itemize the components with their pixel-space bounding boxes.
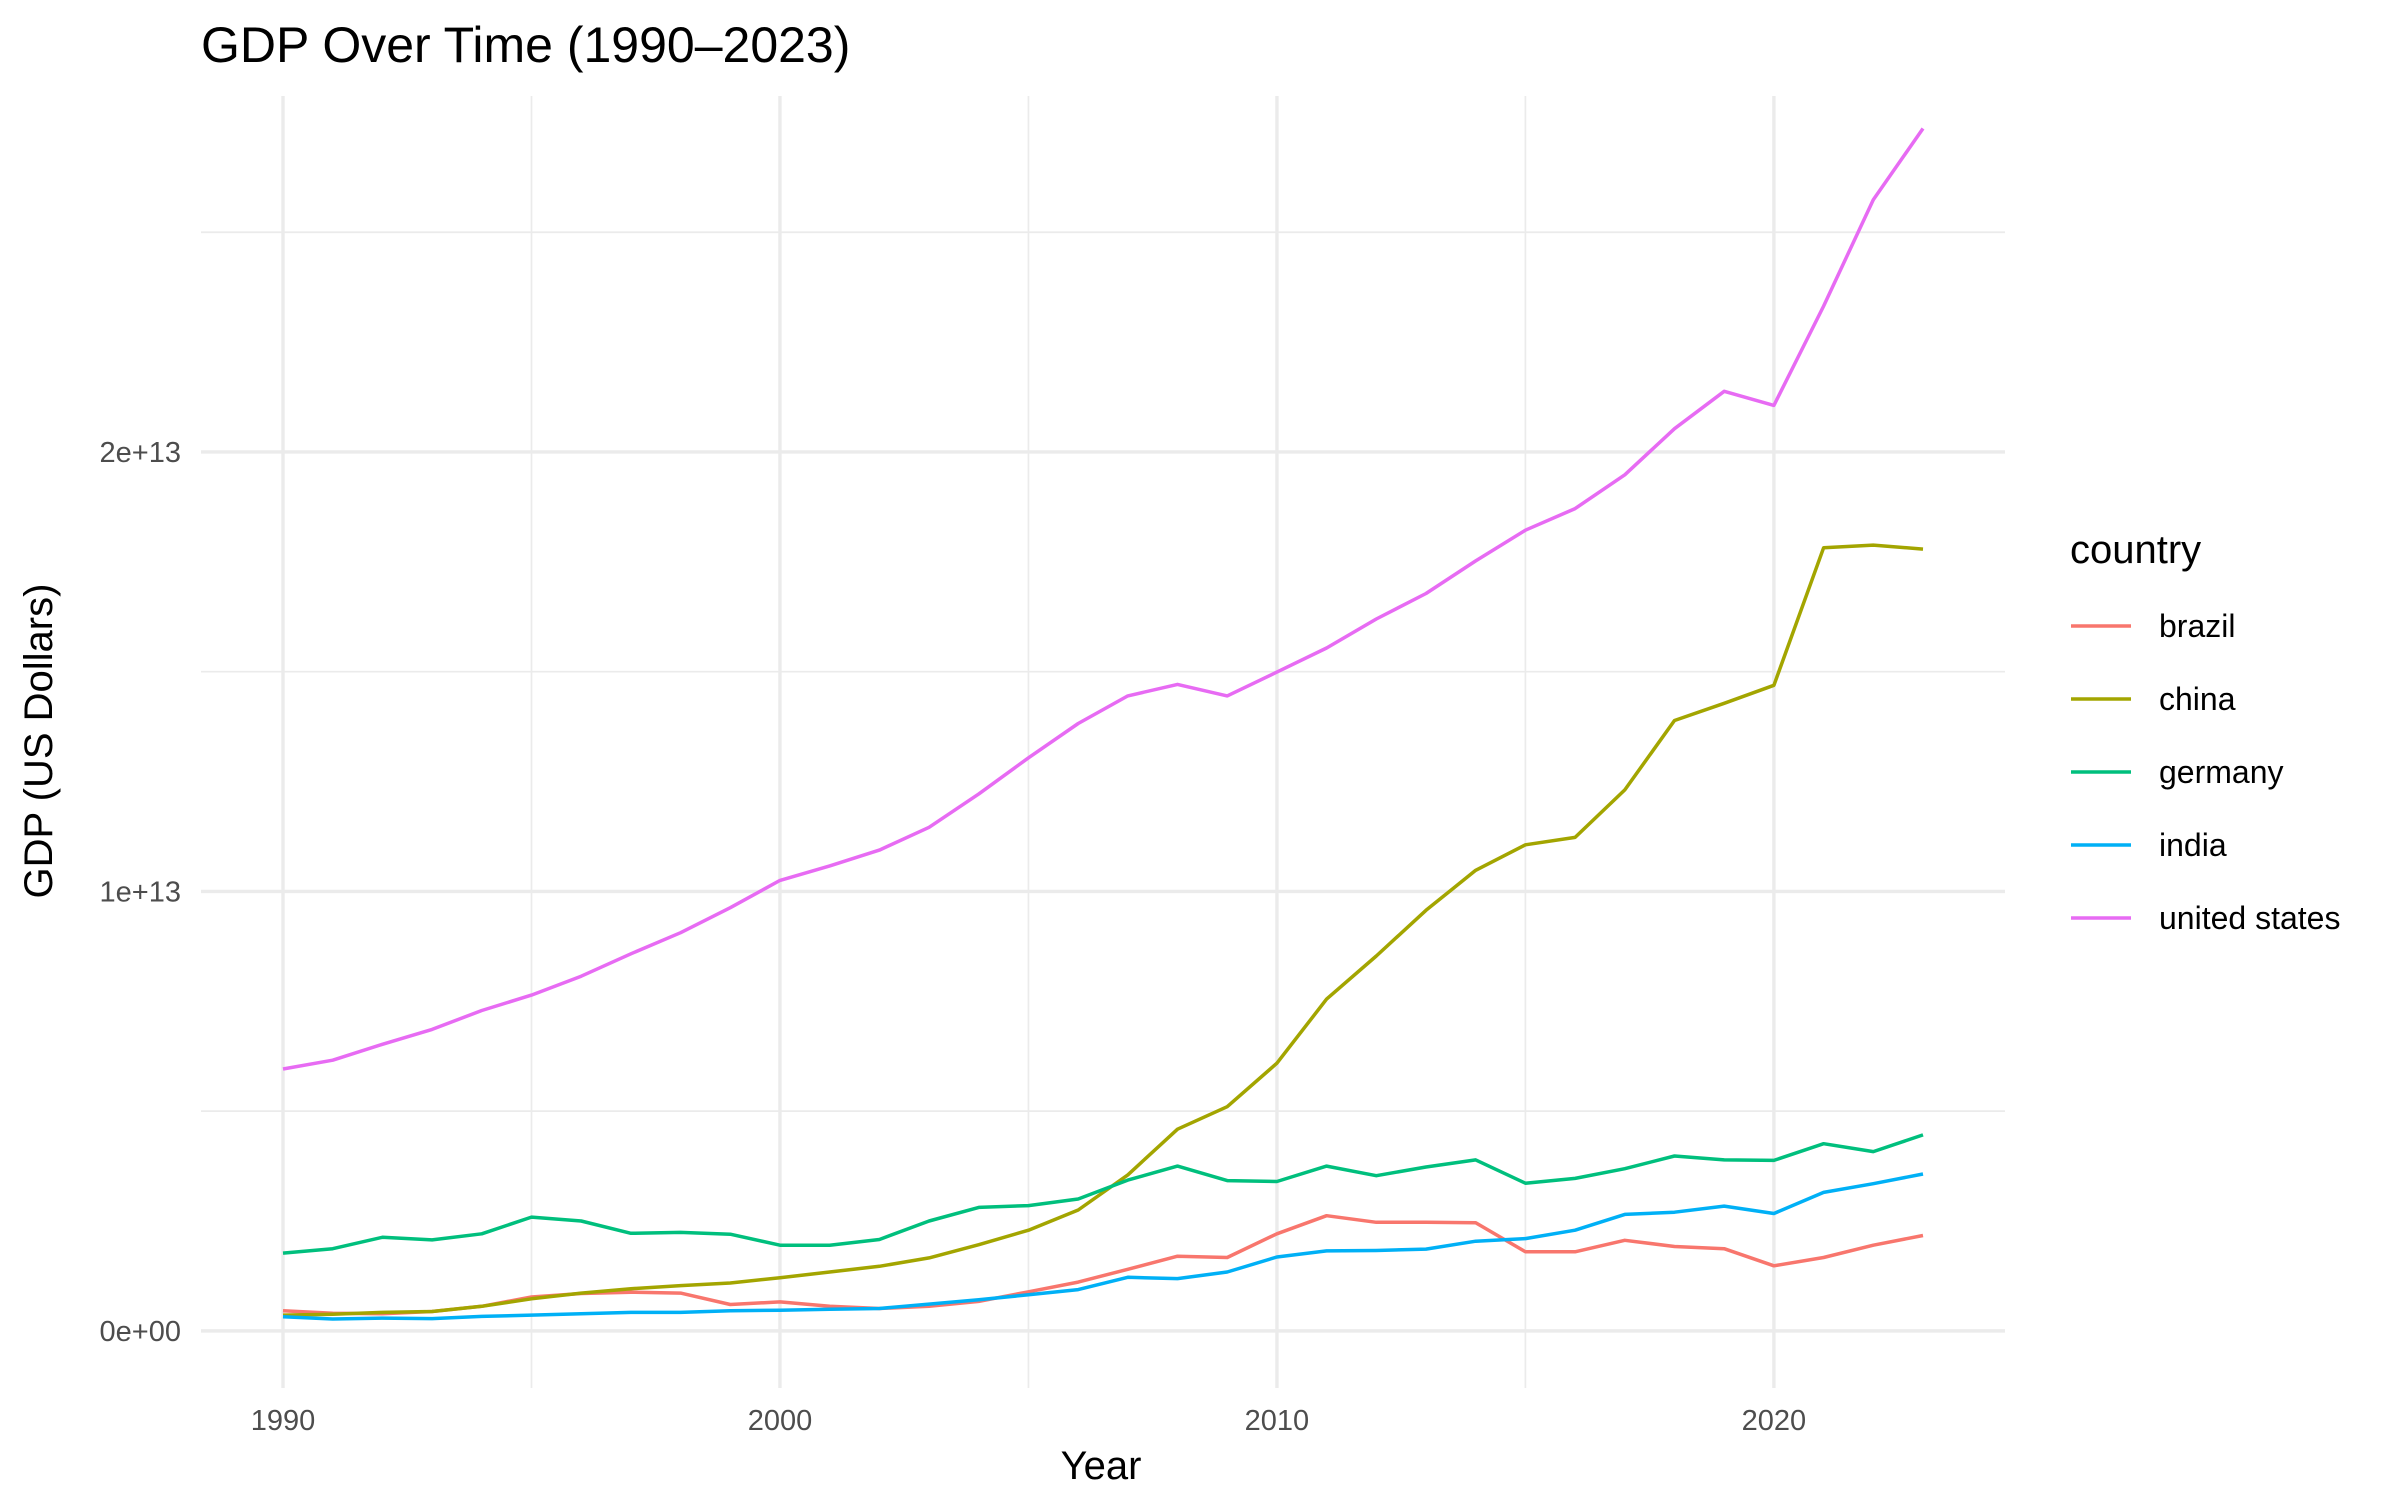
x-tick-label: 2000 — [748, 1405, 813, 1437]
series-line-india — [282, 1172, 1924, 1321]
y-tick-label: 0e+00 — [100, 1316, 181, 1348]
x-tick-label: 2020 — [1742, 1405, 1807, 1437]
legend-label-brazil: brazil — [2159, 608, 2235, 644]
x-axis-ticks: 1990 2000 2010 2020 — [251, 1405, 1806, 1437]
chart-title: GDP Over Time (1990–2023) — [201, 17, 850, 73]
y-tick-label: 2e+13 — [100, 437, 181, 469]
legend-label-united-states: united states — [2159, 900, 2340, 936]
legend-label-india: india — [2159, 827, 2227, 863]
series-line-china — [282, 543, 1924, 1317]
legend: country brazil china germany india united st… — [2070, 528, 2340, 936]
series-lines — [282, 127, 1925, 1321]
y-axis-ticks: 0e+00 1e+13 2e+13 — [100, 437, 181, 1348]
y-axis-title: GDP (US Dollars) — [17, 584, 61, 899]
x-tick-label: 1990 — [251, 1405, 316, 1437]
legend-label-china: china — [2159, 681, 2236, 717]
grid — [201, 96, 2005, 1388]
y-tick-label: 1e+13 — [100, 876, 181, 908]
legend-label-germany: germany — [2159, 754, 2284, 790]
legend-title: country — [2070, 528, 2201, 572]
series-line-united-states — [282, 127, 1925, 1071]
series-line-germany — [282, 1133, 1924, 1255]
x-tick-label: 2010 — [1245, 1405, 1310, 1437]
x-axis-title: Year — [1061, 1444, 1142, 1488]
